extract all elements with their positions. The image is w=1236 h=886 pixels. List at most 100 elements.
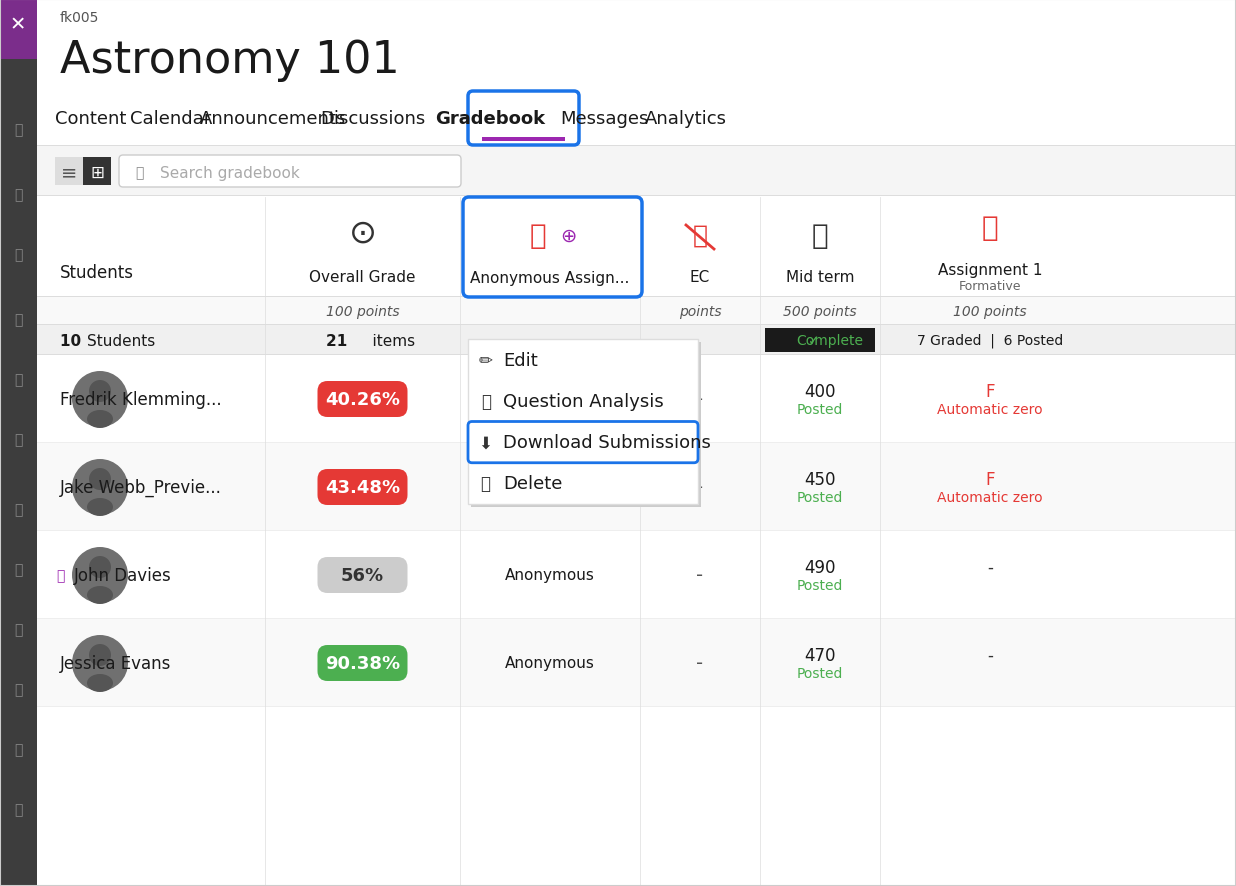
Circle shape (72, 460, 129, 516)
Bar (468, 339, 698, 504)
Bar (120, 157, 460, 187)
Text: ✓: ✓ (808, 334, 819, 347)
Text: Anonymous: Anonymous (506, 480, 595, 495)
Text: ⬜: ⬜ (14, 682, 22, 696)
FancyBboxPatch shape (119, 156, 461, 188)
Text: Search gradebook: Search gradebook (159, 166, 300, 180)
Circle shape (89, 644, 111, 666)
Bar (37, 198, 1236, 298)
Text: 470: 470 (805, 646, 836, 664)
Circle shape (72, 635, 129, 691)
Text: ⬜: ⬜ (14, 802, 22, 816)
FancyBboxPatch shape (468, 422, 698, 463)
Bar (37, 324, 1236, 326)
Text: ⬜: ⬜ (14, 622, 22, 636)
Text: Calendar: Calendar (130, 110, 211, 128)
Text: Posted: Posted (797, 579, 843, 593)
Text: F: F (985, 383, 995, 400)
Text: 🔍: 🔍 (135, 166, 143, 180)
Text: Download Submissions: Download Submissions (503, 433, 711, 452)
Bar (37, 618, 1236, 619)
Text: 📋: 📋 (530, 222, 546, 250)
Text: Automatic zero: Automatic zero (937, 491, 1043, 504)
Bar (37, 196, 1236, 197)
Text: items: items (352, 333, 414, 348)
Ellipse shape (87, 587, 112, 604)
Bar (37, 619, 1236, 707)
Text: ⊞: ⊞ (90, 164, 104, 182)
Text: Automatic zero: Automatic zero (937, 402, 1043, 416)
Text: Anonymous: Anonymous (506, 568, 595, 583)
FancyBboxPatch shape (318, 470, 408, 505)
Text: -: - (696, 390, 703, 409)
Text: Delete: Delete (503, 475, 562, 493)
Bar (471, 343, 701, 508)
Text: 21: 21 (326, 333, 352, 348)
Text: 🔬: 🔬 (481, 392, 491, 410)
Text: Jake Webb_Previe...: Jake Webb_Previe... (61, 478, 222, 496)
Circle shape (89, 469, 111, 491)
Text: 🗑️: 🗑️ (481, 475, 491, 493)
Text: ⊙: ⊙ (349, 216, 377, 249)
Text: 400: 400 (805, 383, 836, 400)
Text: ⬜: ⬜ (14, 373, 22, 386)
Text: F: F (985, 470, 995, 488)
Text: ≡: ≡ (61, 163, 77, 183)
Ellipse shape (87, 499, 112, 517)
FancyBboxPatch shape (464, 198, 641, 298)
FancyBboxPatch shape (318, 645, 408, 681)
Bar (37, 0, 1236, 89)
FancyBboxPatch shape (318, 557, 408, 594)
Bar (37, 326, 1236, 355)
Text: 500 points: 500 points (784, 305, 857, 319)
Ellipse shape (87, 674, 112, 692)
Bar (0, 0, 37, 60)
Text: fk005: fk005 (61, 11, 99, 25)
Text: Edit: Edit (503, 351, 538, 369)
Text: Mid term: Mid term (786, 270, 854, 285)
Bar (0, 0, 37, 886)
Text: ⬜: ⬜ (14, 563, 22, 577)
Bar (54, 158, 83, 186)
Text: Analytics: Analytics (645, 110, 727, 128)
Ellipse shape (87, 410, 112, 429)
Bar (37, 532, 1236, 619)
Circle shape (89, 556, 111, 579)
Text: ⬜: ⬜ (14, 248, 22, 261)
Text: 100 points: 100 points (953, 305, 1027, 319)
Text: Gradebook: Gradebook (435, 110, 545, 128)
Text: ⬜: ⬜ (14, 188, 22, 202)
Bar (83, 158, 111, 186)
Text: ⬜: ⬜ (14, 432, 22, 447)
FancyBboxPatch shape (468, 92, 578, 146)
Bar (482, 138, 565, 142)
Text: ⬜: ⬜ (14, 313, 22, 327)
Bar (37, 298, 1236, 326)
Bar (37, 297, 1236, 298)
Text: 450: 450 (805, 470, 836, 488)
Bar (37, 146, 1236, 147)
Text: Content: Content (54, 110, 126, 128)
Bar (37, 531, 1236, 532)
Bar (37, 706, 1236, 707)
Text: John Davies: John Davies (74, 566, 172, 585)
Text: ✕: ✕ (10, 15, 26, 35)
Circle shape (89, 381, 111, 402)
Text: 43.48%: 43.48% (325, 478, 400, 496)
Text: Posted: Posted (797, 666, 843, 680)
Text: 56%: 56% (341, 566, 384, 585)
Text: Complete: Complete (796, 334, 864, 347)
Text: ✏️: ✏️ (480, 351, 493, 369)
Text: 490: 490 (805, 558, 836, 577)
Text: 40.26%: 40.26% (325, 391, 400, 408)
Text: Announcements: Announcements (200, 110, 346, 128)
Text: ⬜: ⬜ (14, 742, 22, 756)
Text: Messages: Messages (560, 110, 649, 128)
Bar (37, 355, 1236, 444)
Text: Assignment 1: Assignment 1 (938, 262, 1042, 277)
Bar (37, 444, 1236, 532)
Text: -: - (988, 558, 993, 577)
Text: 100 points: 100 points (326, 305, 399, 319)
Text: Students: Students (61, 264, 133, 282)
Text: Discussions: Discussions (320, 110, 425, 128)
